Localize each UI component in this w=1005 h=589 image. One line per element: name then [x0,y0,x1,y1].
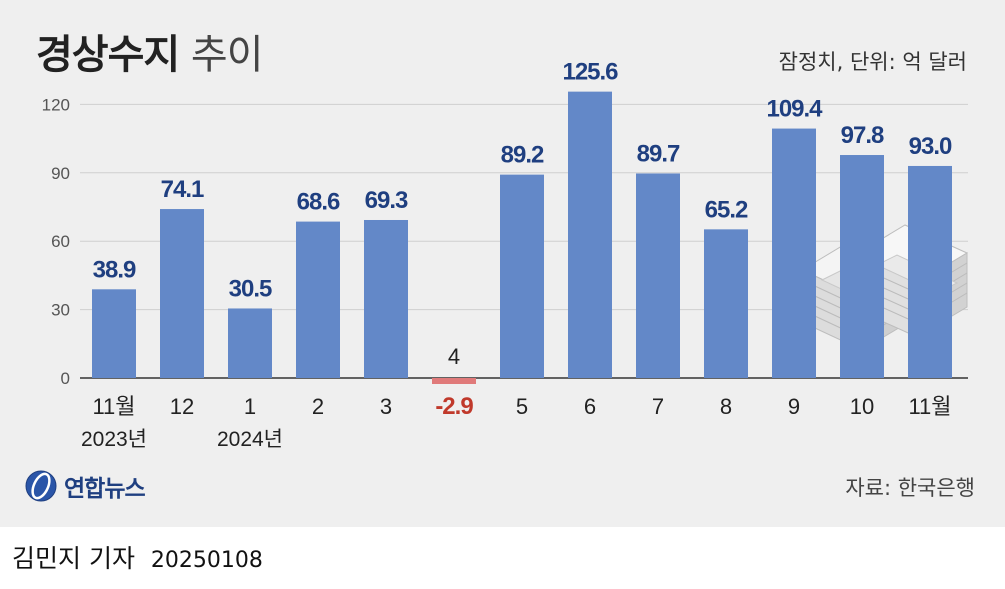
year-label: 2023년 [81,428,147,451]
reporter-name: 김민지 기자 [12,544,135,573]
bar [500,174,544,378]
value-label: 109.4 [766,96,823,123]
x-tick-label: 1 [244,394,256,419]
x-tick-label: 11월 [908,394,951,419]
x-tick-label: 11월 [92,394,135,419]
y-tick-label: 120 [42,95,70,114]
bar [636,173,680,378]
yonhap-logo-icon [25,470,57,502]
x-tick-label: 10 [850,394,874,419]
y-tick-label: 60 [51,232,70,251]
unit-note: 잠정치, 단위: 억 달러 [778,50,967,74]
bar [908,165,952,378]
value-label: 68.6 [297,189,340,216]
chart-title: 경상수지 추이 [36,22,264,80]
value-label: 65.2 [705,196,748,223]
bar [840,155,884,378]
value-label: 97.8 [841,122,884,149]
y-tick-label: 30 [51,301,70,320]
value-labels: 38.9 74.1 30.5 68.6 69.3 -2.9 89.2 125.6 89.7 65.… [93,59,953,420]
bar [92,289,136,378]
bar [704,229,748,378]
x-tick-label: 12 [170,394,194,419]
title-bold: 경상수지 [36,32,180,78]
bar [228,308,272,378]
bar-chart: 38.9 74.1 30.5 68.6 69.3 -2.9 89.2 125.6 89.7 65.… [42,59,969,451]
value-label: 38.9 [93,256,136,283]
value-label: 93.0 [909,133,952,160]
x-tick-label: 9 [788,394,800,419]
bar [568,91,612,378]
x-tick-label: 8 [720,394,732,419]
value-label: 69.3 [365,187,408,214]
bar [432,378,476,384]
bar [772,128,816,378]
bars [92,91,952,384]
value-label: 74.1 [161,176,204,203]
y-tick-label: 90 [51,164,70,183]
byline: 김민지 기자 20250108 [12,539,263,575]
value-label: 125.6 [562,59,618,86]
source-note: 자료: 한국은행 [845,476,975,500]
x-tick-label: 3 [380,394,392,419]
bar [364,219,408,378]
title-light: 추이 [190,32,264,78]
logo-text: 연합뉴스 [64,476,146,502]
bar [296,221,340,378]
x-tick-label: 2 [312,394,324,419]
y-tick-label: 0 [61,369,70,388]
yonhap-logo: 연합뉴스 [24,466,146,506]
infographic-panel: 경상수지 추이 잠정치, 단위: 억 달러 [0,0,1005,527]
value-label: 89.2 [501,142,544,169]
x-tick-label: 6 [584,394,596,419]
x-tick-label: 4 [448,344,460,369]
publish-date: 20250108 [150,548,263,573]
x-tick-label: 5 [516,394,528,419]
value-label: 30.5 [229,275,272,302]
year-label: 2024년 [217,428,283,451]
bar [160,209,204,378]
x-tick-label: 7 [652,394,664,419]
value-label: -2.9 [435,393,473,420]
value-label: 89.7 [637,140,680,167]
